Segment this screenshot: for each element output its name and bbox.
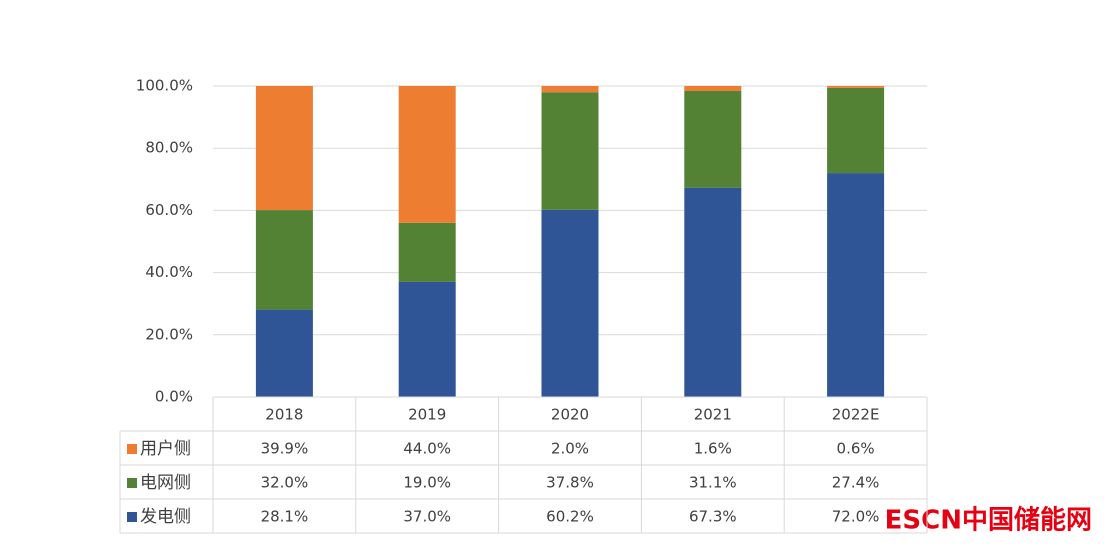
legend-swatch [127,478,137,488]
watermark: ESCN中国储能网 [885,505,1092,536]
table-cell: 39.9% [261,440,309,458]
bar-segment [255,210,313,310]
table-cell: 72.0% [832,508,880,526]
x-tick-label: 2020 [551,406,589,424]
table-cell: 28.1% [261,508,309,526]
bar-segment [684,187,742,397]
bar-segment [398,222,456,282]
table-cell: 44.0% [403,440,451,458]
table-cell: 0.6% [837,440,875,458]
bar-segment [684,86,742,91]
table-cell: 37.0% [403,508,451,526]
bar-segment [827,173,885,397]
bar-segment [541,209,599,397]
x-tick-label: 2021 [694,406,732,424]
table-cell: 1.6% [694,440,732,458]
y-tick-label: 100.0% [136,77,193,95]
legend-swatch [127,512,137,522]
legend-label: 电网侧 [140,473,191,493]
bar-segment [255,309,313,397]
x-tick-label: 2018 [265,406,303,424]
bar-segment [827,87,885,174]
table-cell: 2.0% [551,440,589,458]
table-cell: 60.2% [546,508,594,526]
legend-swatch [127,444,137,454]
table-cell: 31.1% [689,474,737,492]
y-tick-label: 80.0% [145,139,193,157]
table-cell: 19.0% [403,474,451,492]
x-tick-label: 2022E [832,406,880,424]
y-tick-label: 60.0% [145,201,193,219]
bar-segment [398,281,456,397]
bar-segment [827,86,885,88]
bar-segment [541,92,599,210]
table-cell: 37.8% [546,474,594,492]
table-cell: 32.0% [261,474,309,492]
bar-segment [255,86,313,211]
bar-segment [541,86,599,93]
legend-label: 发电侧 [140,507,191,527]
y-tick-label: 20.0% [145,325,193,343]
legend-label: 用户侧 [140,439,191,459]
bar-segment [398,86,456,223]
bar-segment [684,90,742,188]
table-cell: 67.3% [689,508,737,526]
y-tick-label: 0.0% [155,388,193,406]
y-tick-label: 40.0% [145,263,193,281]
x-tick-label: 2019 [408,406,446,424]
table-cell: 27.4% [832,474,880,492]
